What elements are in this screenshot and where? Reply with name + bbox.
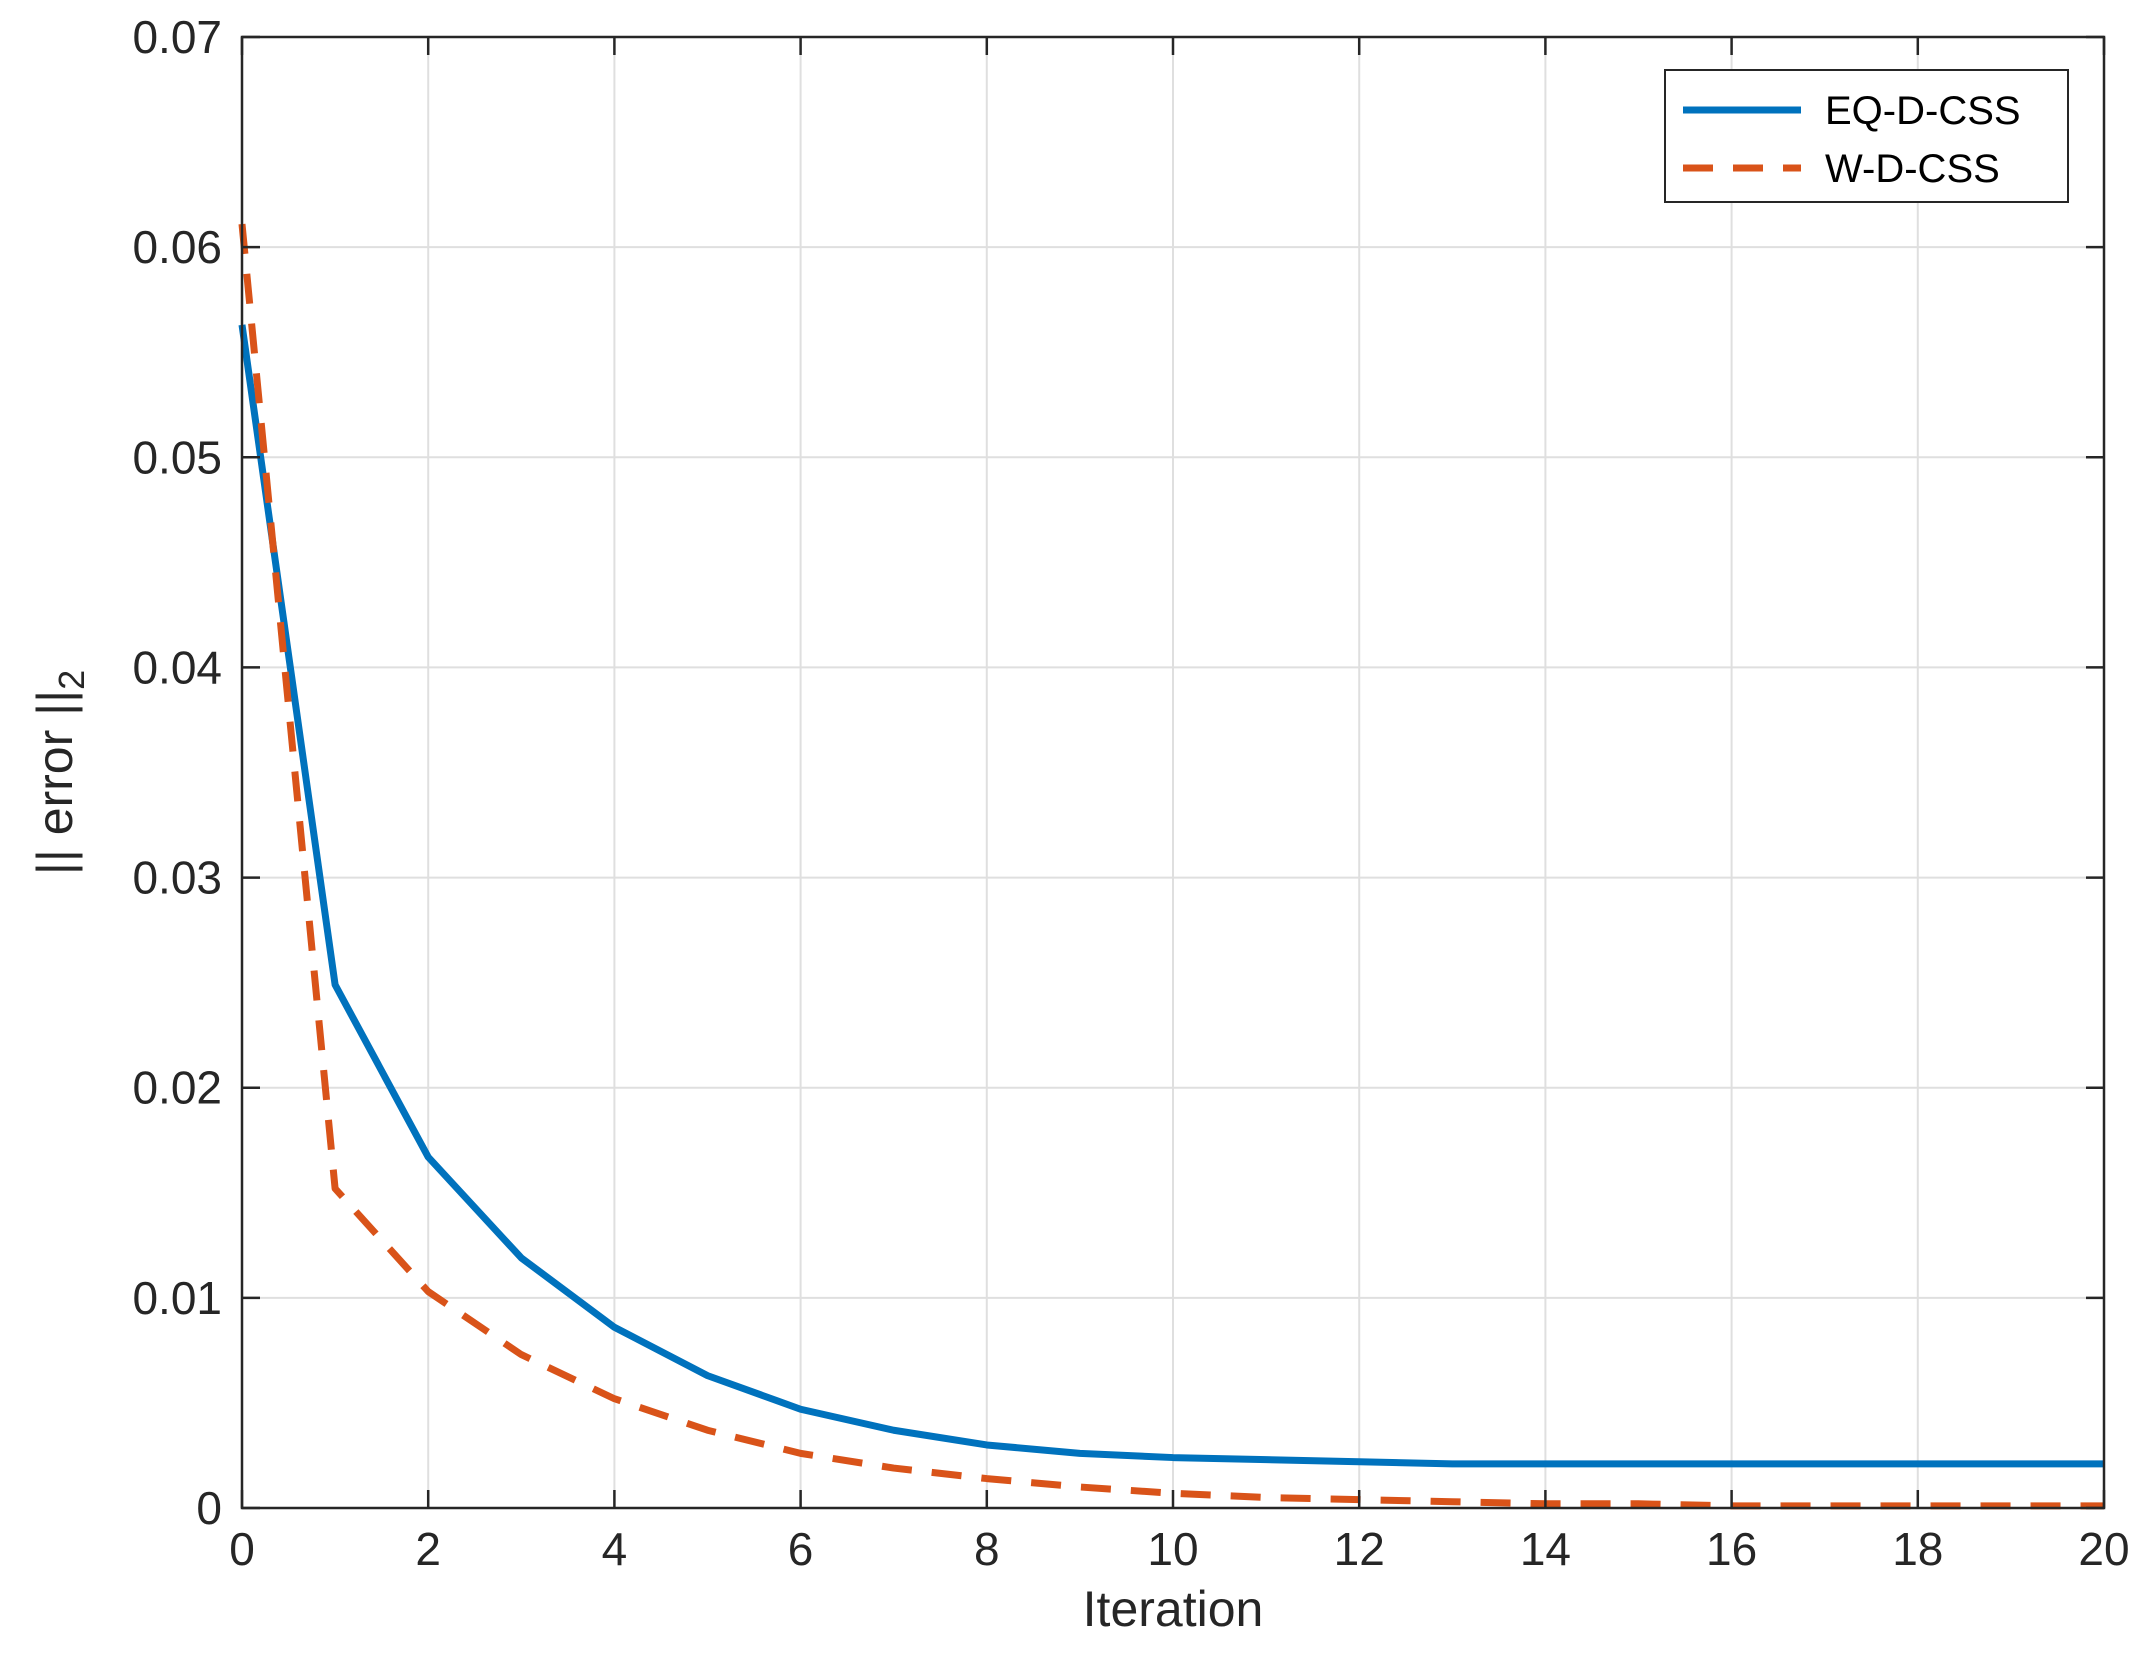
legend-label-2: W-D-CSS	[1825, 147, 2000, 191]
y-tick-label: 0.02	[132, 1062, 222, 1114]
y-tick-label: 0	[196, 1482, 222, 1534]
series-lines	[238, 223, 2104, 1510]
y-axis-label-main: || error ||	[27, 690, 83, 875]
legend: EQ-D-CSS W-D-CSS	[1664, 69, 2069, 203]
y-tick-label: 0.04	[132, 641, 222, 693]
x-tick-label: 8	[974, 1523, 1000, 1575]
x-tick-labels: 0 2 4 6 8 10 12 14 16 18 20	[229, 1523, 2129, 1575]
y-tick-label: 0.06	[132, 221, 222, 273]
x-tick-label: 6	[788, 1523, 814, 1575]
axis-ticks	[240, 35, 2106, 1510]
y-axis-label-subscript: 2	[51, 670, 92, 690]
y-tick-label: 0.03	[132, 852, 222, 904]
y-tick-label: 0.05	[132, 431, 222, 483]
series-line-2	[238, 223, 2104, 1510]
y-tick-label: 0.01	[132, 1272, 222, 1324]
x-tick-label: 2	[415, 1523, 441, 1575]
x-tick-label: 18	[1892, 1523, 1943, 1575]
legend-label-1: EQ-D-CSS	[1825, 89, 2021, 133]
x-tick-label: 16	[1706, 1523, 1757, 1575]
y-axis-label: || error ||2	[27, 670, 92, 875]
y-tick-labels: 0 0.01 0.02 0.03 0.04 0.05 0.06 0.07	[132, 11, 222, 1534]
x-tick-label: 4	[602, 1523, 628, 1575]
x-axis-label: Iteration	[1083, 1581, 1264, 1637]
legend-box	[1664, 69, 2069, 203]
x-tick-label: 10	[1147, 1523, 1198, 1575]
x-tick-label: 12	[1334, 1523, 1385, 1575]
series-line-1	[238, 324, 2104, 1468]
x-tick-label: 0	[229, 1523, 255, 1575]
y-tick-label: 0.07	[132, 11, 222, 63]
x-tick-label: 14	[1520, 1523, 1571, 1575]
x-tick-label: 20	[2078, 1523, 2129, 1575]
